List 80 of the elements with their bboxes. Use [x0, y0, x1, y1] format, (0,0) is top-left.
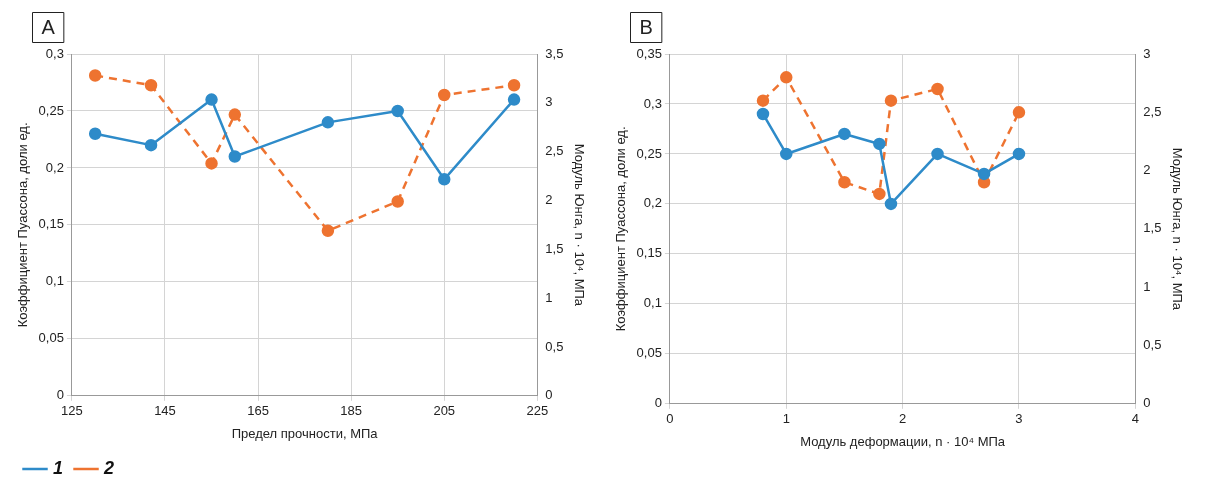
y2-tick-label: 3,5: [545, 45, 564, 61]
y-tick-label: 0,3: [45, 45, 64, 61]
x-tick-label: 145: [154, 403, 176, 419]
x-tick-label: 225: [526, 403, 549, 419]
y-tick-label: 0,3: [643, 95, 662, 111]
point: [1012, 106, 1026, 119]
y2-tick-label: 3: [545, 94, 553, 110]
x-tick-label: 205: [433, 403, 456, 419]
point: [88, 127, 102, 140]
y2-axis-title: Модуль Юнга, n · 10⁴, МПа: [1169, 147, 1185, 311]
point: [873, 137, 886, 151]
point: [144, 79, 158, 92]
y-tick-label: 0: [56, 387, 64, 403]
point: [507, 93, 521, 106]
y2-axis-title: Модуль Юнга, n · 10⁴, МПа: [571, 143, 587, 307]
point: [321, 224, 335, 238]
x-tick-label: 3: [1015, 411, 1023, 427]
y2-tick-label: 2: [1143, 162, 1151, 178]
point: [321, 116, 335, 129]
point: [1012, 147, 1026, 161]
point: [977, 167, 991, 181]
x-tick-label: 185: [340, 403, 363, 419]
chart-title: A: [41, 15, 56, 38]
legend-label: 1: [53, 457, 64, 478]
point: [391, 104, 404, 118]
point: [756, 107, 770, 121]
point: [931, 147, 944, 161]
point: [228, 108, 242, 121]
y-tick-label: 0,25: [38, 102, 64, 118]
x-axis-title: Модуль деформации, n · 10⁴ МПа: [800, 433, 1006, 449]
point: [437, 88, 451, 102]
y-tick-label: 0,15: [636, 245, 662, 261]
y2-tick-label: 1: [545, 289, 553, 305]
point: [205, 157, 218, 170]
y2-tick-label: 0,5: [545, 338, 564, 354]
x-tick-label: 165: [247, 403, 269, 419]
y-tick-label: 0,05: [636, 345, 662, 361]
y-tick-label: 0,2: [45, 159, 64, 175]
x-tick-label: 2: [899, 411, 907, 427]
y-axis-title: Коэффициент Пуассона, доли ед.: [613, 126, 629, 332]
y-tick-label: 0,25: [636, 145, 662, 161]
x-tick-label: 0: [666, 411, 674, 427]
point: [228, 150, 242, 163]
point: [756, 94, 770, 107]
y-tick-label: 0,15: [38, 216, 64, 232]
y2-tick-label: 1,5: [545, 240, 564, 256]
point: [884, 197, 898, 211]
y2-tick-label: 3: [1143, 45, 1151, 61]
point: [507, 79, 521, 92]
x-tick-label: 4: [1131, 411, 1139, 427]
y2-tick-label: 2: [545, 192, 553, 208]
point: [205, 93, 218, 106]
point: [88, 69, 102, 82]
y-tick-label: 0,1: [45, 273, 64, 289]
point: [884, 94, 898, 107]
point: [437, 173, 451, 186]
y2-tick-label: 0,5: [1143, 337, 1162, 353]
y2-tick-label: 1: [1143, 278, 1151, 294]
y-tick-label: 0,05: [38, 330, 64, 346]
point: [838, 176, 851, 189]
y-tick-label: 0,1: [643, 295, 662, 311]
y-tick-label: 0,35: [636, 45, 662, 61]
x-axis-title: Предел прочности, МПа: [231, 425, 379, 441]
point: [780, 147, 793, 161]
point: [391, 195, 404, 208]
x-tick-label: 1: [782, 411, 790, 427]
legend-label: 2: [103, 457, 115, 478]
point: [931, 82, 944, 96]
point: [780, 71, 793, 84]
y2-tick-label: 2,5: [1143, 103, 1162, 119]
y2-tick-label: 0: [545, 387, 553, 403]
y2-tick-label: 2,5: [545, 143, 564, 159]
y2-tick-label: 1,5: [1143, 220, 1162, 236]
point: [144, 138, 158, 152]
x-tick-label: 125: [61, 403, 83, 419]
y-axis-title: Коэффициент Пуассона, доли ед.: [15, 122, 31, 328]
chart-title: B: [639, 15, 653, 38]
y-tick-label: 0,2: [643, 195, 662, 211]
point: [838, 127, 851, 141]
point: [873, 187, 886, 201]
